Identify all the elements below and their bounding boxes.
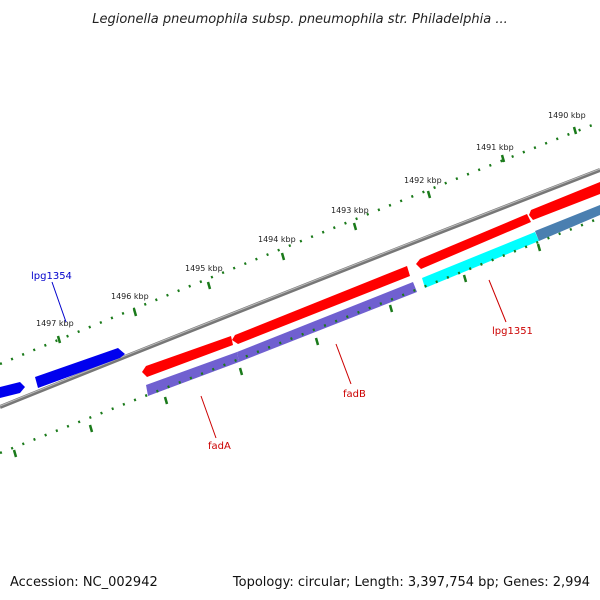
accession-label: Accession: NC_002942: [10, 575, 158, 590]
genome-backbone: [0, 168, 600, 409]
tick-labels: 1490 kbp 1491 kbp 1492 kbp 1493 kbp 1494…: [36, 111, 586, 328]
cds-red-2: [232, 266, 410, 344]
major-tick: [426, 190, 432, 199]
major-tick: [462, 274, 468, 283]
cds-red-1: [142, 336, 233, 377]
cds-purple-fadA: [146, 352, 239, 396]
tick-label: 1493 kbp: [331, 206, 369, 215]
tick-label: 1494 kbp: [258, 235, 296, 244]
gene-label-fadB[interactable]: fadB: [343, 389, 366, 400]
gene-labels: lpg1354 fadA fadB lpg1351: [31, 271, 533, 452]
tick-label: 1495 kbp: [185, 264, 223, 273]
major-tick: [88, 424, 94, 433]
major-tick: [56, 335, 62, 344]
tick-label: 1490 kbp: [548, 111, 586, 120]
major-tick: [388, 304, 394, 313]
genome-backbone-highlight: [0, 168, 600, 407]
major-tick: [12, 449, 18, 458]
tick-label: 1497 kbp: [36, 319, 74, 328]
major-tick: [314, 337, 320, 346]
gene-callouts: [51, 279, 507, 439]
callout-lpg1354: [51, 281, 67, 323]
major-tick: [500, 154, 506, 163]
forward-strand-features: [0, 182, 600, 398]
major-tick: [572, 126, 578, 135]
outer-tick-ring: [0, 120, 600, 366]
major-tick: [238, 367, 244, 376]
gene-label-lpg1351[interactable]: lpg1351: [492, 326, 533, 337]
cds-purple-fadB: [237, 282, 417, 362]
gene-label-lpg1354[interactable]: lpg1354: [31, 271, 72, 282]
major-tick: [132, 308, 138, 317]
cds-cyan: [422, 232, 539, 288]
callout-fadA: [200, 395, 217, 439]
map-title: Legionella pneumophila subsp. pneumophil…: [92, 12, 508, 27]
major-ticks: [56, 126, 578, 344]
inner-tick-ring: [0, 216, 600, 455]
tick-label: 1496 kbp: [111, 292, 149, 301]
cds-blue: [35, 348, 125, 388]
cds-steel: [535, 205, 600, 241]
tick-label: 1491 kbp: [476, 143, 514, 152]
cds-blue-left: [0, 382, 25, 398]
major-tick: [352, 222, 358, 231]
inner-major-ticks: [12, 243, 542, 458]
cds-red-4: [529, 182, 600, 220]
major-tick: [163, 396, 169, 405]
reverse-strand-features: [146, 205, 600, 396]
major-tick: [280, 252, 286, 261]
callout-fadB: [335, 343, 352, 385]
major-tick: [206, 281, 212, 290]
cds-red-3: [416, 214, 531, 269]
genome-summary: Topology: circular; Length: 3,397,754 bp…: [232, 575, 590, 590]
gene-label-fadA[interactable]: fadA: [208, 441, 231, 452]
callout-lpg1351: [488, 279, 507, 323]
tick-label: 1492 kbp: [404, 176, 442, 185]
major-tick: [536, 243, 542, 252]
